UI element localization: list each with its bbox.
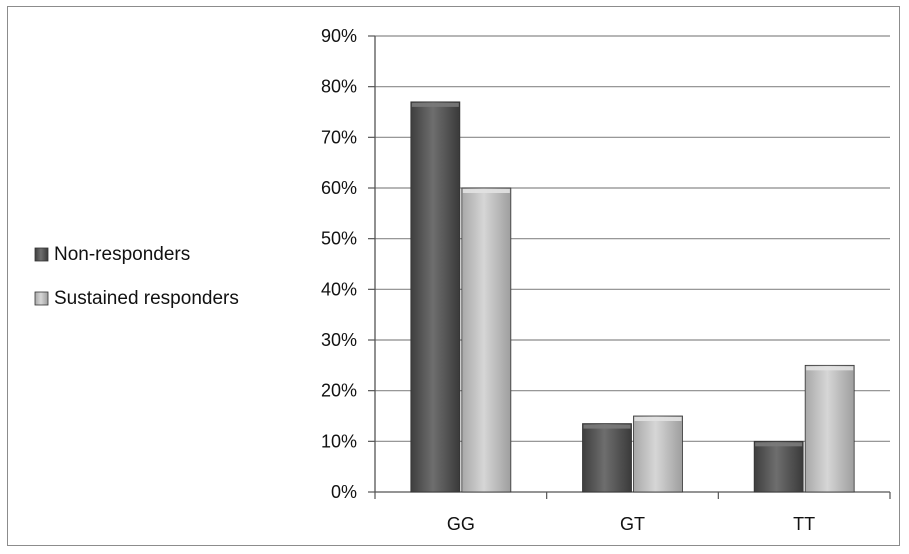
axes <box>368 35 891 499</box>
gridlines <box>375 35 890 442</box>
bar-sustained-responders-gg <box>461 187 512 493</box>
x-tick-label-tt: TT <box>793 514 815 534</box>
legend-swatch-sustained-responders <box>34 291 49 306</box>
bar-sustained-responders-gt <box>633 415 683 493</box>
y-tick-label: 30% <box>321 330 357 350</box>
bar-sustained-responders-tt <box>804 364 855 493</box>
bar-non-responders-tt <box>753 440 804 493</box>
x-tick-label-gg: GG <box>447 514 475 534</box>
y-tick-label: 40% <box>321 279 357 299</box>
tick-labels: 0% 10% 20% 30% 40% 50% 60% 70% 80% 90% GG GT TT <box>321 26 815 534</box>
y-tick-label: 50% <box>321 229 357 249</box>
bar-top-highlight <box>462 189 510 193</box>
bar-top-highlight <box>411 102 459 107</box>
legend-label: Sustained responders <box>54 288 239 309</box>
bar-top-highlight <box>806 366 854 371</box>
legend: Non-responders Sustained responders <box>34 244 239 309</box>
bars <box>410 101 855 493</box>
legend-label: Non-responders <box>54 244 190 265</box>
y-tick-label: 60% <box>321 178 357 198</box>
bar-top-highlight <box>583 424 631 429</box>
bar-non-responders-gt <box>582 423 632 493</box>
x-tick-label-gt: GT <box>620 514 645 534</box>
y-tick-label: 10% <box>321 431 357 451</box>
y-tick-label: 0% <box>331 482 357 502</box>
legend-swatch-non-responders <box>34 247 49 262</box>
bar-top-highlight <box>634 417 682 421</box>
bar-non-responders-gg <box>410 101 461 493</box>
y-tick-label: 90% <box>321 26 357 46</box>
y-tick-label: 20% <box>321 381 357 401</box>
bar-top-highlight <box>755 442 803 447</box>
y-tick-label: 70% <box>321 127 357 147</box>
y-tick-label: 80% <box>321 77 357 97</box>
